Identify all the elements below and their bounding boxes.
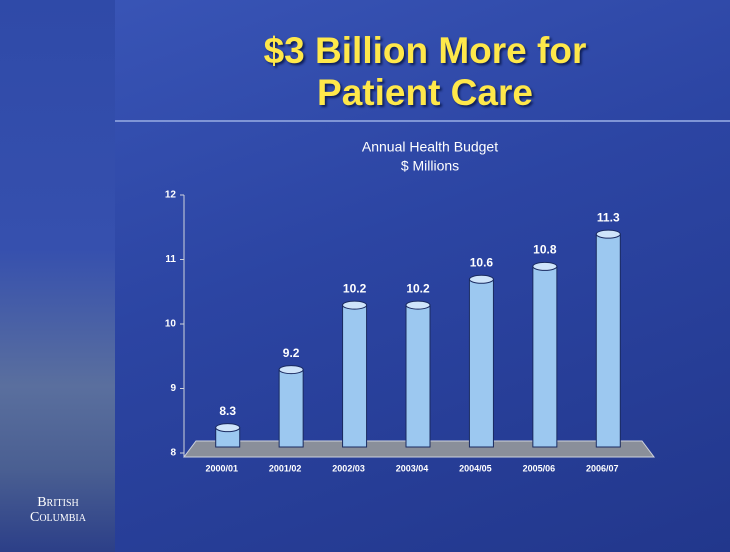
y-tick-label: 12: [165, 190, 177, 201]
y-tick-label: 9: [170, 383, 176, 394]
slide-title: $3 Billion More for Patient Care: [263, 30, 587, 113]
value-label: 10.2: [343, 281, 367, 295]
y-tick-label: 11: [165, 254, 176, 265]
value-label: 10.6: [470, 255, 494, 269]
bar-top: [278, 365, 304, 375]
y-tick-label: 10: [165, 319, 177, 330]
bar: [532, 265, 558, 448]
x-tick-label: 2005/06: [523, 463, 556, 473]
value-label: 8.3: [219, 404, 236, 418]
bar: [595, 233, 621, 448]
x-tick-label: 2001/02: [269, 463, 302, 473]
bar-top: [532, 261, 558, 271]
bar: [405, 304, 431, 448]
bar: [278, 369, 304, 448]
value-label: 11.3: [597, 210, 620, 224]
side-strip: [0, 0, 115, 552]
x-tick-label: 2004/05: [459, 463, 492, 473]
title-rule: [115, 120, 730, 122]
logo-line: British: [37, 495, 79, 510]
bar: [468, 278, 494, 448]
logo-line: Columbia: [29, 510, 86, 525]
chart-subtitle: $ Millions: [401, 158, 459, 174]
logo: British Columbia: [18, 495, 98, 525]
y-tick-label: 8: [170, 448, 176, 459]
value-label: 9.2: [283, 346, 300, 360]
bar-top: [342, 300, 368, 310]
value-label: 10.8: [533, 243, 557, 257]
x-tick-label: 2002/03: [332, 463, 365, 473]
x-tick-label: 2000/01: [205, 463, 238, 473]
x-tick-label: 2006/07: [586, 463, 619, 473]
bar: [342, 304, 368, 448]
bar-top: [215, 423, 241, 433]
bar-top: [405, 300, 431, 310]
bar-top: [595, 229, 621, 239]
bar-top: [468, 274, 494, 284]
x-tick-label: 2003/04: [396, 463, 429, 473]
chart-title: Annual Health Budget: [362, 139, 498, 155]
value-label: 10.2: [406, 281, 430, 295]
